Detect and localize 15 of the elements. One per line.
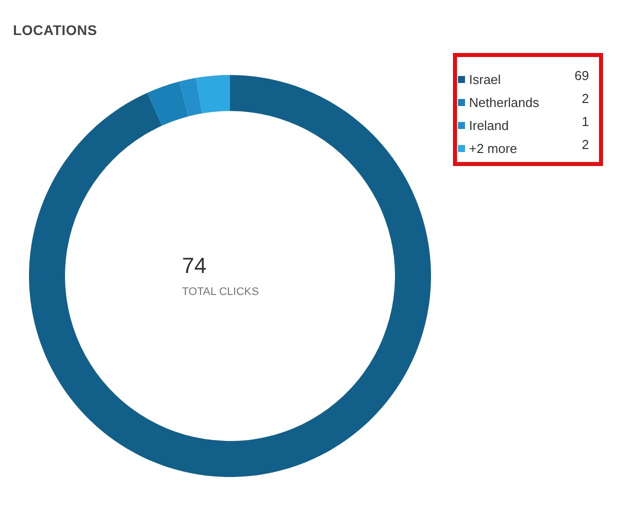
donut-slice: [179, 78, 202, 116]
legend-label: Israel: [469, 72, 501, 87]
legend-label: Ireland: [469, 118, 509, 133]
text: 74: [182, 253, 206, 279]
chart-title: LOCATIONS: [13, 22, 98, 38]
text: TOTAL CLICKS: [182, 286, 259, 298]
data-label: 69: [574, 68, 589, 85]
legend-label: Netherlands: [469, 95, 540, 110]
donut-slice: [196, 75, 230, 114]
donut-slice: [147, 81, 188, 126]
donut-slice: [29, 75, 431, 477]
data-label: 1: [582, 114, 589, 131]
legend-label: +2 more: [469, 141, 518, 156]
data-label: 2: [582, 137, 589, 154]
data-label: 2: [582, 91, 589, 108]
